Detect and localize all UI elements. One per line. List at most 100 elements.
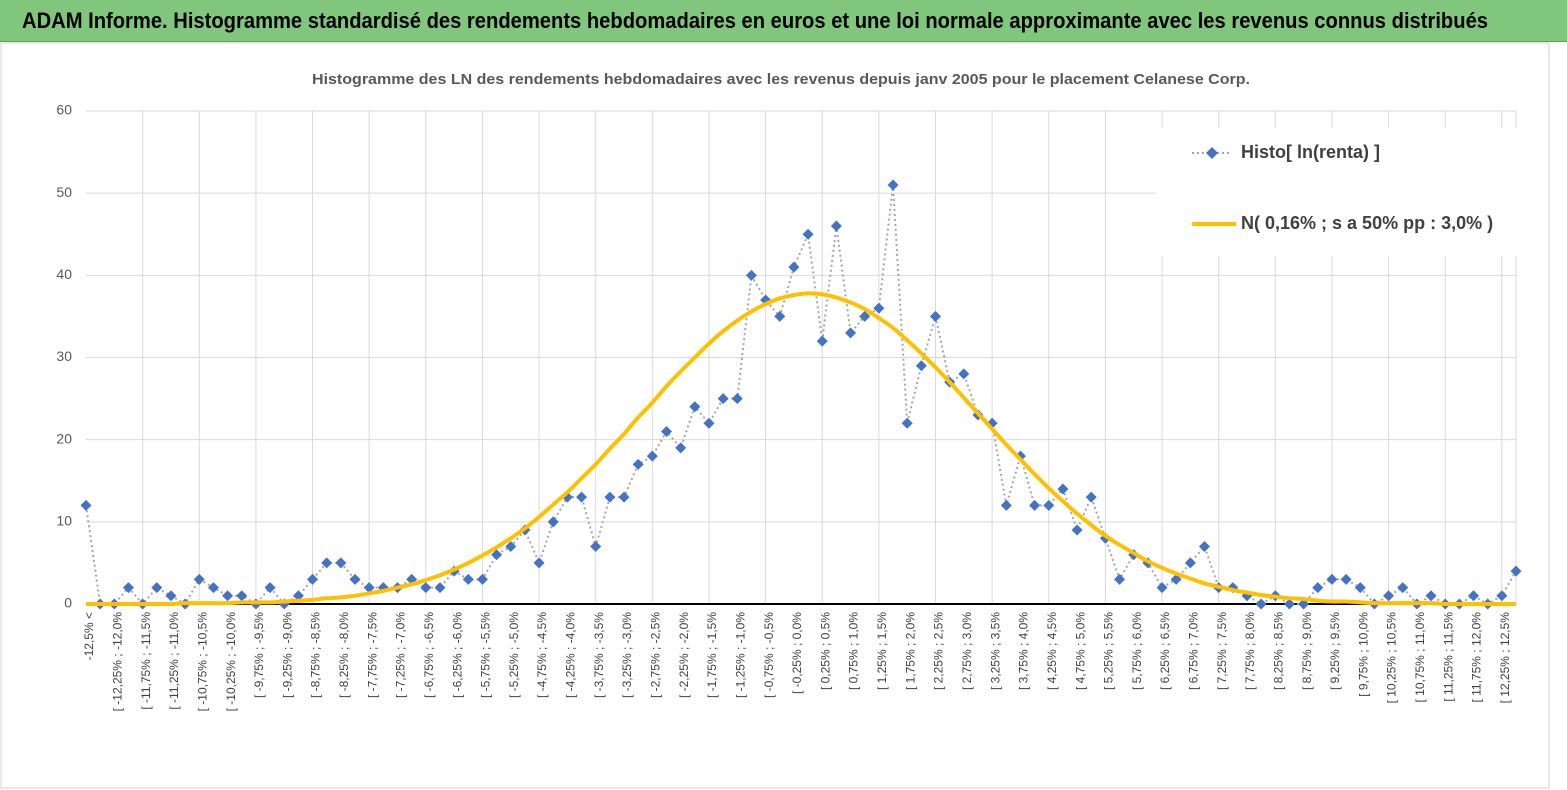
data-point: [660, 425, 672, 437]
x-tick-label: [ -10,75% ; -10,5%: [195, 612, 209, 712]
data-point: [1510, 565, 1522, 577]
data-point: [1184, 557, 1196, 569]
x-tick-label: [ -12,25% ; -12,0%: [110, 612, 124, 712]
x-tick-label: [ -1,25% ; -1,0%: [733, 612, 747, 698]
x-tick-label: [ 11,25% ; 11,5%: [1441, 612, 1455, 702]
data-point: [533, 557, 545, 569]
x-tick-label: [ 0,75% ; 1,0%: [847, 612, 861, 690]
x-tick-label: [ 0,25% ; 0,5%: [818, 612, 832, 690]
data-point: [1000, 499, 1012, 511]
x-tick-label: [ -3,25% ; -3,0%: [620, 612, 634, 698]
data-point: [1425, 590, 1437, 602]
data-point: [1043, 499, 1055, 511]
data-point: [703, 417, 715, 429]
x-tick-label: [ 10,75% ; 11,0%: [1413, 612, 1427, 703]
data-point: [1354, 582, 1366, 594]
data-point: [915, 360, 927, 372]
data-point: [845, 327, 857, 339]
x-tick-label: [ 4,75% ; 5,0%: [1073, 612, 1087, 690]
data-point: [576, 491, 588, 503]
x-tick-label: [ 5,25% ; 5,5%: [1102, 612, 1116, 690]
x-tick-label: [ 9,25% ; 9,5%: [1328, 612, 1342, 690]
x-tick-label: [ -8,25% ; -8,0%: [337, 612, 351, 698]
x-tick-label: [ 3,25% ; 3,5%: [988, 612, 1002, 690]
chart-frame: [0, 42, 1550, 789]
data-point: [1156, 582, 1168, 594]
x-tick-label: [ -8,75% ; -8,5%: [309, 612, 323, 698]
data-point: [1326, 573, 1338, 585]
data-point: [207, 582, 219, 594]
x-tick-label: [ -0,25% ; 0,0%: [790, 612, 804, 694]
page-title: ADAM Informe. Histogramme standardisé de…: [22, 8, 1488, 33]
x-tick-label: [ -6,25% ; -6,0%: [450, 612, 464, 698]
legend-marker: [1206, 147, 1218, 159]
data-point: [1468, 590, 1480, 602]
data-point: [802, 228, 814, 240]
data-point: [1340, 573, 1352, 585]
header-bar: [0, 0, 1567, 42]
y-tick-label: 10: [56, 513, 72, 529]
x-tick-label: [ -7,25% ; -7,0%: [394, 612, 408, 698]
x-tick-label: [ -7,75% ; -7,5%: [365, 612, 379, 698]
x-tick-label: [ -2,75% ; -2,5%: [649, 612, 663, 698]
data-point: [604, 491, 616, 503]
data-point: [958, 368, 970, 380]
x-tick-label: [ 1,75% ; 2,0%: [903, 612, 917, 690]
legend-label: Histo[ ln(renta) ]: [1241, 142, 1380, 162]
x-tick-label: [ 6,25% ; 6,5%: [1158, 612, 1172, 690]
data-point: [349, 573, 361, 585]
x-tick-label: -12,5% <: [82, 612, 96, 660]
data-point: [165, 590, 177, 602]
data-point: [1071, 524, 1083, 536]
data-point: [646, 450, 658, 462]
y-tick-label: 50: [56, 184, 72, 200]
x-tick-label: [ -10,25% ; -10,0%: [224, 612, 238, 712]
y-tick-label: 40: [56, 266, 72, 282]
x-tick-label: [ -9,75% ; -9,5%: [252, 612, 266, 698]
x-tick-label: [ 11,75% ; 12,0%: [1470, 612, 1484, 703]
data-point: [745, 269, 757, 281]
x-tick-label: [ 12,25% ; 12,5%: [1498, 612, 1512, 704]
data-point: [1057, 483, 1069, 495]
data-point: [887, 179, 899, 191]
data-point: [321, 557, 333, 569]
data-point: [462, 573, 474, 585]
data-point: [1397, 582, 1409, 594]
data-point: [930, 310, 942, 322]
data-point: [1255, 598, 1267, 610]
chart-title: Histogramme des LN des rendements hebdom…: [312, 71, 1250, 88]
data-point: [618, 491, 630, 503]
data-point: [335, 557, 347, 569]
data-point: [1383, 590, 1395, 602]
x-tick-label: [ -3,75% ; -3,5%: [592, 612, 606, 698]
x-tick-label: [ -9,25% ; -9,0%: [280, 612, 294, 698]
data-point: [1312, 582, 1324, 594]
x-tick-label: [ -6,75% ; -6,5%: [422, 612, 436, 698]
legend-label: N( 0,16% ; s a 50% pp : 3,0% ): [1241, 213, 1493, 233]
x-tick-label: [ 4,25% ; 4,5%: [1045, 612, 1059, 690]
data-point: [491, 549, 503, 561]
x-tick-label: [ 9,75% ; 10,0%: [1356, 612, 1370, 697]
data-point: [1496, 590, 1508, 602]
data-point: [547, 516, 559, 528]
y-tick-label: 30: [56, 348, 72, 364]
data-point: [830, 220, 842, 232]
data-point: [873, 302, 885, 314]
data-point: [717, 393, 729, 405]
data-point: [264, 582, 276, 594]
data-point: [193, 573, 205, 585]
x-tick-label: [ 1,25% ; 1,5%: [875, 612, 889, 690]
legend-box: [1156, 128, 1518, 256]
x-tick-label: [ -4,75% ; -4,5%: [535, 612, 549, 698]
data-point: [505, 540, 517, 552]
x-tick-label: [ 2,25% ; 2,5%: [932, 612, 946, 690]
data-point: [675, 442, 687, 454]
x-tick-label: [ -5,75% ; -5,5%: [479, 612, 493, 698]
data-point: [1283, 598, 1295, 610]
data-point: [420, 582, 432, 594]
data-point: [590, 540, 602, 552]
data-point: [80, 499, 92, 511]
data-point: [816, 335, 828, 347]
